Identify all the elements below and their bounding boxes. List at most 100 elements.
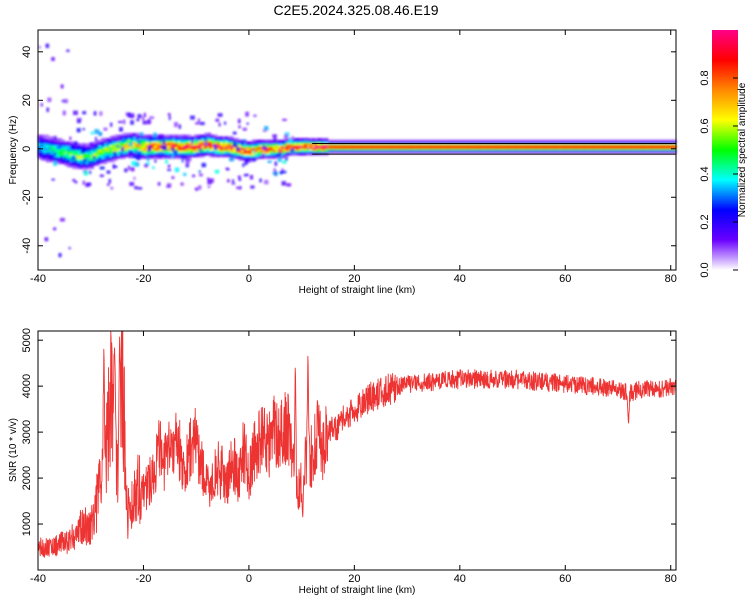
heatmap-cell (43, 153, 47, 156)
heatmap-cell (188, 139, 192, 142)
heatmap-cell (420, 141, 424, 144)
heatmap-cell (40, 134, 44, 137)
heatmap-cell (599, 148, 603, 151)
heatmap-cell (254, 143, 258, 146)
heatmap-cell (314, 148, 319, 151)
heatmap-cell (620, 151, 624, 154)
heatmap-cell (146, 151, 150, 154)
heatmap-cell (359, 144, 363, 148)
heatmap-cell (422, 146, 427, 149)
heatmap-cell (320, 144, 324, 148)
heatmap-cell (135, 144, 139, 148)
y-tick-label: 3000 (21, 420, 33, 444)
heatmap-cell (549, 149, 553, 153)
heatmap-cell (48, 149, 52, 153)
heatmap-cell (496, 139, 500, 142)
heatmap-cell (53, 160, 58, 163)
heatmap-cell (251, 148, 255, 151)
heatmap-cell (623, 146, 627, 149)
heatmap-cell (190, 146, 195, 149)
heatmap-cell (119, 153, 123, 156)
heatmap-cell (127, 134, 131, 137)
heatmap-cell (277, 146, 282, 149)
heatmap-cell (43, 134, 47, 137)
heatmap-cell (665, 148, 669, 151)
heatmap-cell (291, 153, 295, 156)
heatmap-cell (193, 143, 197, 146)
heatmap-cell (188, 151, 192, 154)
heatmap-cell (117, 134, 121, 137)
heatmap-cell (235, 153, 239, 156)
heatmap-cell (370, 139, 374, 142)
heatmap-cell (196, 143, 200, 146)
heatmap-cell (45, 143, 50, 146)
heatmap-cell (335, 143, 340, 146)
heatmap-noise-cell (170, 148, 175, 151)
heatmap-cell (670, 151, 674, 154)
heatmap-cell (536, 151, 540, 154)
heatmap-cell (393, 148, 398, 151)
heatmap-cell (517, 144, 522, 148)
heatmap-cell (459, 143, 464, 146)
heatmap-cell (230, 154, 234, 158)
heatmap-cell (322, 139, 326, 142)
heatmap-cell (557, 151, 561, 154)
heatmap-noise-cell (281, 140, 286, 144)
heatmap-cell (254, 141, 258, 144)
heatmap-cell (164, 153, 168, 156)
heatmap-cell (451, 141, 456, 144)
heatmap-cell (101, 139, 105, 142)
heatmap-cell (604, 141, 609, 144)
heatmap-cell (596, 143, 601, 146)
heatmap-cell (417, 141, 421, 144)
heatmap-cell (111, 143, 116, 146)
heatmap-cell (61, 139, 65, 142)
heatmap-cell (644, 143, 648, 146)
heatmap-cell (536, 148, 540, 151)
heatmap-cell (270, 154, 274, 158)
heatmap-cell (343, 141, 348, 144)
heatmap-cell (219, 146, 224, 149)
heatmap-cell (320, 139, 324, 142)
heatmap-cell (103, 156, 108, 159)
heatmap-cell (177, 144, 181, 148)
heatmap-cell (304, 149, 308, 153)
heatmap-noise-cell (161, 145, 166, 150)
heatmap-cell (180, 148, 184, 151)
heatmap-cell (647, 141, 651, 144)
heatmap-noise-cell (274, 161, 278, 166)
heatmap-cell (654, 141, 659, 144)
heatmap-cell (259, 143, 263, 146)
heatmap-cell (562, 149, 566, 153)
heatmap-cell (219, 143, 224, 146)
heatmap-cell (515, 146, 519, 149)
heatmap-cell (322, 143, 326, 146)
heatmap-cell (538, 144, 543, 148)
heatmap-cell (351, 144, 355, 148)
heatmap-cell (230, 149, 234, 153)
heatmap-cell (77, 148, 81, 151)
heatmap-cell (631, 141, 635, 144)
heatmap-cell (612, 144, 616, 148)
heatmap-cell (375, 148, 379, 151)
heatmap-cell (53, 151, 58, 154)
heatmap-noise-cell (165, 159, 169, 164)
heatmap-cell (362, 143, 366, 146)
heatmap-cell (101, 138, 105, 141)
y-tick-label: -40 (21, 238, 33, 254)
heatmap-cell (138, 146, 142, 149)
heatmap-cell (628, 139, 632, 142)
heatmap-cell (446, 139, 450, 142)
heatmap-cell (649, 141, 653, 144)
heatmap-cell (328, 143, 332, 146)
heatmap-cell (225, 138, 229, 141)
heatmap-cell (167, 141, 171, 144)
heatmap-cell (362, 149, 366, 153)
heatmap-noise-cell (185, 159, 190, 165)
heatmap-noise-cell (178, 124, 182, 129)
heatmap-cell (438, 146, 442, 149)
heatmap-cell (277, 141, 282, 144)
heatmap-cell (583, 149, 587, 153)
heatmap-cell (201, 148, 205, 151)
